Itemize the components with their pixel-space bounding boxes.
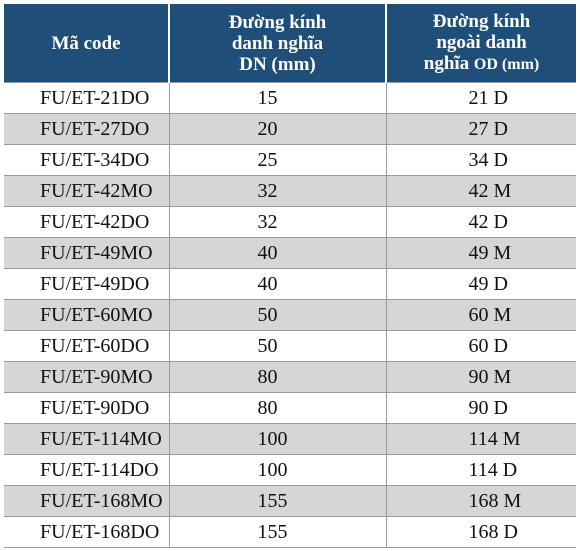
cell-code: FU/ET-42DO [4, 206, 169, 238]
header-code-label: Mã code [51, 32, 121, 54]
cell-od: 168 M [385, 485, 576, 517]
table-row: FU/ET-42MO 32 42 M [4, 175, 576, 207]
cell-od: 114 D [385, 454, 576, 486]
cell-dn: 32 [168, 206, 386, 238]
cell-code: FU/ET-49MO [4, 237, 169, 269]
table-row: FU/ET-114DO 100 114 D [4, 454, 576, 486]
header-od-line-3-unit: OD (mm) [473, 56, 540, 73]
cell-dn: 100 [168, 423, 386, 455]
table-row: FU/ET-27DO 20 27 D [4, 113, 576, 145]
header-od: Đường kính ngoài danh nghĩa OD (mm) [385, 4, 576, 83]
cell-code: FU/ET-90MO [4, 361, 169, 393]
cell-dn: 20 [168, 113, 386, 145]
header-code: Mã code [4, 4, 169, 83]
cell-code: FU/ET-21DO [4, 82, 169, 114]
cell-od: 49 M [385, 237, 576, 269]
table-row: FU/ET-114MO 100 114 M [4, 423, 576, 455]
header-dn-line-1: Đường kính [228, 11, 327, 33]
table-row: FU/ET-34DO 25 34 D [4, 144, 576, 176]
cell-dn: 80 [168, 392, 386, 424]
cell-code: FU/ET-168MO [4, 485, 169, 517]
cell-dn: 100 [168, 454, 386, 486]
cell-od: 114 M [385, 423, 576, 455]
cell-dn: 40 [168, 237, 386, 269]
cell-dn: 32 [168, 175, 386, 207]
cell-od: 42 M [385, 175, 576, 207]
cell-code: FU/ET-90DO [4, 392, 169, 424]
table-header: Mã code Đường kính danh nghĩa DN (mm) Đư… [4, 4, 576, 83]
pipe-size-table: Mã code Đường kính danh nghĩa DN (mm) Đư… [4, 4, 576, 548]
table-row: FU/ET-21DO 15 21 D [4, 82, 576, 114]
cell-dn: 155 [168, 485, 386, 517]
cell-dn: 80 [168, 361, 386, 393]
cell-code: FU/ET-49DO [4, 268, 169, 300]
cell-code: FU/ET-27DO [4, 113, 169, 145]
cell-code: FU/ET-168DO [4, 516, 169, 548]
table-row: FU/ET-49DO 40 49 D [4, 268, 576, 300]
header-od-line-1: Đường kính [432, 11, 531, 32]
table-row: FU/ET-60MO 50 60 M [4, 299, 576, 331]
cell-dn: 155 [168, 516, 386, 548]
cell-dn: 15 [168, 82, 386, 114]
header-dn: Đường kính danh nghĩa DN (mm) [168, 4, 386, 83]
cell-od: 90 M [385, 361, 576, 393]
table-row: FU/ET-168DO 155 168 D [4, 516, 576, 548]
table-row: FU/ET-60DO 50 60 D [4, 330, 576, 362]
table-row: FU/ET-49MO 40 49 M [4, 237, 576, 269]
cell-od: 21 D [385, 82, 576, 114]
cell-dn: 25 [168, 144, 386, 176]
cell-od: 42 D [385, 206, 576, 238]
table-row: FU/ET-168MO 155 168 M [4, 485, 576, 517]
cell-code: FU/ET-114DO [4, 454, 169, 486]
cell-dn: 50 [168, 330, 386, 362]
cell-code: FU/ET-42MO [4, 175, 169, 207]
table-row: FU/ET-90DO 80 90 D [4, 392, 576, 424]
cell-dn: 50 [168, 299, 386, 331]
cell-od: 168 D [385, 516, 576, 548]
cell-code: FU/ET-114MO [4, 423, 169, 455]
cell-code: FU/ET-34DO [4, 144, 169, 176]
header-dn-line-3: DN (mm) [239, 53, 316, 75]
cell-od: 90 D [385, 392, 576, 424]
header-dn-line-2: danh nghĩa [231, 32, 324, 54]
cell-od: 60 M [385, 299, 576, 331]
cell-code: FU/ET-60MO [4, 299, 169, 331]
cell-dn: 40 [168, 268, 386, 300]
cell-od: 27 D [385, 113, 576, 145]
cell-od: 34 D [385, 144, 576, 176]
header-row: Mã code Đường kính danh nghĩa DN (mm) Đư… [4, 4, 576, 83]
cell-od: 60 D [385, 330, 576, 362]
cell-code: FU/ET-60DO [4, 330, 169, 362]
pipe-size-table-container: Mã code Đường kính danh nghĩa DN (mm) Đư… [4, 4, 576, 548]
header-od-line-3: nghĩa [423, 53, 470, 74]
header-od-line-2: ngoài danh [436, 32, 527, 53]
table-row: FU/ET-90MO 80 90 M [4, 361, 576, 393]
table-row: FU/ET-42DO 32 42 D [4, 206, 576, 238]
table-body: FU/ET-21DO 15 21 D FU/ET-27DO 20 27 D FU/ET-34… [4, 82, 576, 548]
cell-od: 49 D [385, 268, 576, 300]
